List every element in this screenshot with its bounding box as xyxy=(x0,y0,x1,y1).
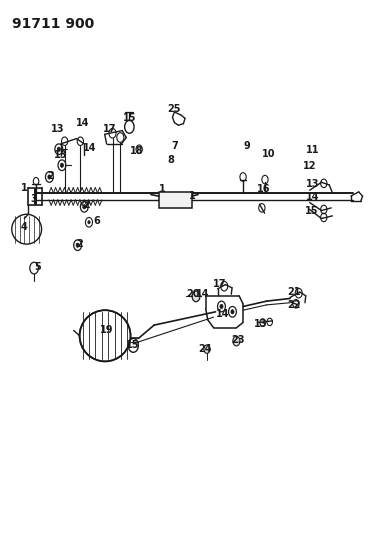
Text: 14: 14 xyxy=(76,118,89,127)
Circle shape xyxy=(30,262,38,274)
Text: 1: 1 xyxy=(189,191,196,201)
Text: 17: 17 xyxy=(213,279,226,289)
Text: 13: 13 xyxy=(254,319,267,328)
Text: 10: 10 xyxy=(262,149,275,158)
Text: 1: 1 xyxy=(159,184,166,194)
Circle shape xyxy=(192,291,200,302)
Circle shape xyxy=(204,345,210,353)
Ellipse shape xyxy=(80,310,131,361)
Circle shape xyxy=(57,147,60,151)
Text: 1: 1 xyxy=(21,183,28,192)
Text: 7: 7 xyxy=(171,141,178,151)
Circle shape xyxy=(136,145,142,154)
Bar xyxy=(159,192,192,208)
Text: 15: 15 xyxy=(123,114,137,123)
Text: 23: 23 xyxy=(232,335,245,345)
Text: 15: 15 xyxy=(126,340,139,350)
Text: 2: 2 xyxy=(47,171,54,181)
Text: 11: 11 xyxy=(306,146,319,155)
Text: 14: 14 xyxy=(83,143,97,153)
Text: 22: 22 xyxy=(287,301,301,310)
Text: 2: 2 xyxy=(83,200,90,210)
Text: 14: 14 xyxy=(216,310,229,319)
Text: 4: 4 xyxy=(20,222,27,231)
Text: 25: 25 xyxy=(168,104,181,114)
Circle shape xyxy=(231,310,234,314)
Circle shape xyxy=(83,205,86,209)
Circle shape xyxy=(60,163,64,167)
Text: 14: 14 xyxy=(306,192,319,202)
Text: 18: 18 xyxy=(130,147,143,156)
Text: 3: 3 xyxy=(30,194,37,204)
Text: 13: 13 xyxy=(51,124,65,134)
Text: 6: 6 xyxy=(93,216,100,226)
Ellipse shape xyxy=(12,214,42,244)
Text: 5: 5 xyxy=(34,262,41,271)
Text: 91711 900: 91711 900 xyxy=(12,17,94,31)
Text: 21: 21 xyxy=(287,287,301,297)
Circle shape xyxy=(76,243,79,247)
Circle shape xyxy=(233,336,240,346)
Text: 20: 20 xyxy=(187,289,200,299)
Text: 2: 2 xyxy=(76,239,83,248)
Text: 15: 15 xyxy=(305,206,318,215)
Text: 16: 16 xyxy=(257,184,270,194)
Text: 14: 14 xyxy=(196,289,210,299)
Circle shape xyxy=(48,175,51,179)
Text: 24: 24 xyxy=(199,344,212,354)
Circle shape xyxy=(220,304,223,309)
Text: 13: 13 xyxy=(54,150,67,159)
Text: 19: 19 xyxy=(100,326,114,335)
Text: 17: 17 xyxy=(103,124,116,134)
Text: 12: 12 xyxy=(303,161,316,171)
Circle shape xyxy=(88,221,90,224)
Text: 8: 8 xyxy=(167,155,174,165)
Text: 9: 9 xyxy=(243,141,250,151)
Text: 13: 13 xyxy=(306,179,319,189)
